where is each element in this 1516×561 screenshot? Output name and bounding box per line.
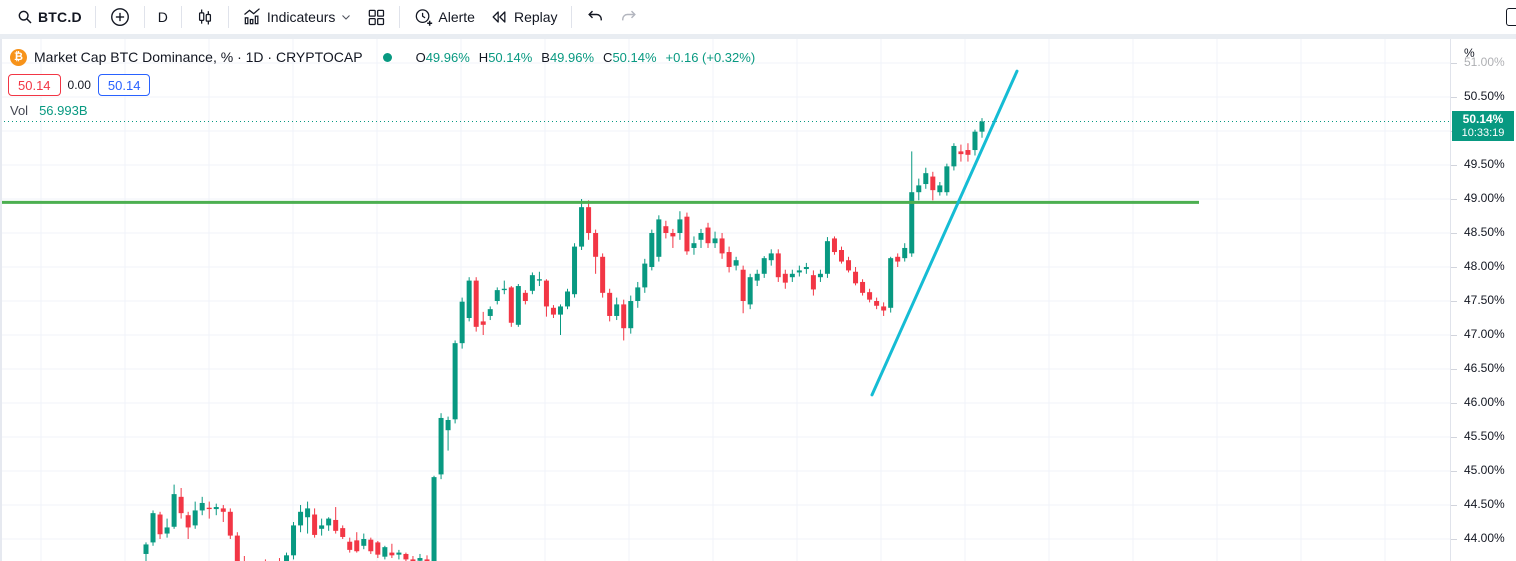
top-toolbar: BTC.D D xyxy=(0,0,1516,34)
axis-tick-mark xyxy=(1451,437,1457,438)
redo-button[interactable] xyxy=(612,3,646,31)
current-price-value: 50.14% xyxy=(1462,112,1504,127)
layout-grid-icon xyxy=(366,7,386,27)
layout-grid-button[interactable] xyxy=(359,3,393,31)
axis-tick-mark xyxy=(1451,505,1457,506)
toolbar-bottom-band xyxy=(0,34,1516,39)
axis-tick-mark xyxy=(1451,335,1457,336)
market-status-dot[interactable] xyxy=(382,52,392,62)
candles xyxy=(143,118,985,561)
alarm-clock-icon xyxy=(413,7,433,27)
axis-label: 49.50% xyxy=(1464,157,1505,171)
axis-tick-mark xyxy=(1451,369,1457,370)
current-price-badge: 50.14% 10:33:19 xyxy=(1452,111,1514,142)
pane-left-edge xyxy=(0,39,2,561)
watchlist-panel-icon[interactable] xyxy=(1506,8,1516,26)
axis-label: 45.50% xyxy=(1464,429,1505,443)
axis-tick-mark xyxy=(1451,233,1457,234)
change-value: +0.16 (+0.32%) xyxy=(665,49,756,65)
timeframe-button[interactable]: D xyxy=(151,3,175,31)
axis-label: 47.50% xyxy=(1464,293,1505,307)
axis-label: 49.00% xyxy=(1464,191,1505,205)
toolbar-separator xyxy=(143,6,145,28)
symbol-label: BTC.D xyxy=(38,9,82,25)
replay-icon xyxy=(489,7,509,27)
indicators-icon xyxy=(242,7,262,27)
toolbar-separator xyxy=(399,6,401,28)
bitcoin-icon: ₿ xyxy=(10,48,27,66)
axis-label: 44.50% xyxy=(1464,497,1505,511)
axis-tick-mark xyxy=(1451,199,1457,200)
axis-tick-mark xyxy=(1451,97,1457,98)
ohlc-values: O49.96% H50.14% B49.96% C50.14% +0.16 (+… xyxy=(416,50,756,65)
replay-label: Replay xyxy=(513,9,558,25)
toolbar-separator xyxy=(94,6,96,28)
axis-label: 45.00% xyxy=(1464,463,1505,477)
axis-tick-mark xyxy=(1451,267,1457,268)
compare-add-button[interactable] xyxy=(102,3,138,31)
axis-label: 51.00% xyxy=(1464,55,1505,69)
search-icon xyxy=(17,9,33,25)
timeframe-label: D xyxy=(157,9,168,25)
chart-type-button[interactable] xyxy=(188,3,222,31)
volume-label: Vol xyxy=(10,103,29,118)
current-price-time: 10:33:19 xyxy=(1461,127,1505,140)
legend-title[interactable]: Market Cap BTC Dominance, % · 1D · CRYPT… xyxy=(34,49,363,65)
spread-value: 0.00 xyxy=(67,78,91,92)
quote-row: 50.14 0.00 50.14 xyxy=(8,74,151,96)
toolbar-separator xyxy=(570,6,572,28)
grid-lines xyxy=(0,39,1450,561)
axis-tick-mark xyxy=(1451,403,1457,404)
axis-label: 46.00% xyxy=(1464,395,1505,409)
replay-button[interactable]: Replay xyxy=(482,3,565,31)
indicators-label: Indicateurs xyxy=(266,9,336,25)
high-value: H50.14% xyxy=(478,49,533,65)
volume-value: 56.993B xyxy=(39,103,88,118)
close-value: C50.14% xyxy=(603,49,657,65)
symbol-search-button[interactable]: BTC.D xyxy=(10,3,89,31)
axis-tick-mark xyxy=(1451,471,1457,472)
alert-label: Alerte xyxy=(438,9,475,25)
trend-line[interactable] xyxy=(870,69,1019,397)
axis-label: 46.50% xyxy=(1464,361,1505,375)
axis-tick-mark xyxy=(1451,539,1457,540)
axis-tick-mark xyxy=(1451,63,1457,64)
indicators-button[interactable]: Indicateurs xyxy=(235,3,359,31)
low-value: B49.96% xyxy=(541,49,595,65)
open-value: O49.96% xyxy=(415,49,470,65)
toolbar-separator xyxy=(180,6,182,28)
axis-label: 48.00% xyxy=(1464,259,1505,273)
alert-button[interactable]: Alerte xyxy=(406,3,482,31)
axis-label: 48.50% xyxy=(1464,225,1505,239)
buy-price-button[interactable]: 50.14 xyxy=(97,74,151,96)
axis-label: 44.00% xyxy=(1464,531,1505,545)
axis-label: 47.00% xyxy=(1464,327,1505,341)
undo-icon xyxy=(585,7,605,27)
undo-button[interactable] xyxy=(578,3,612,31)
toolbar-separator xyxy=(227,6,229,28)
axis-tick-mark xyxy=(1451,165,1457,166)
candlestick-icon xyxy=(195,7,215,27)
axis-label: 50.50% xyxy=(1464,89,1505,103)
volume-row: Vol 56.993B xyxy=(10,103,88,118)
chart-legend: ₿ Market Cap BTC Dominance, % · 1D · CRY… xyxy=(10,47,755,67)
plus-circle-icon xyxy=(109,6,131,28)
axis-tick-mark xyxy=(1451,301,1457,302)
price-axis[interactable]: % 51.00%50.50%50.00%49.50%49.00%48.50%48… xyxy=(1450,39,1516,561)
redo-icon xyxy=(619,7,639,27)
chevron-down-icon xyxy=(340,11,352,23)
sell-price-button[interactable]: 50.14 xyxy=(8,74,61,96)
axis-unit-label: % xyxy=(1464,46,1475,60)
